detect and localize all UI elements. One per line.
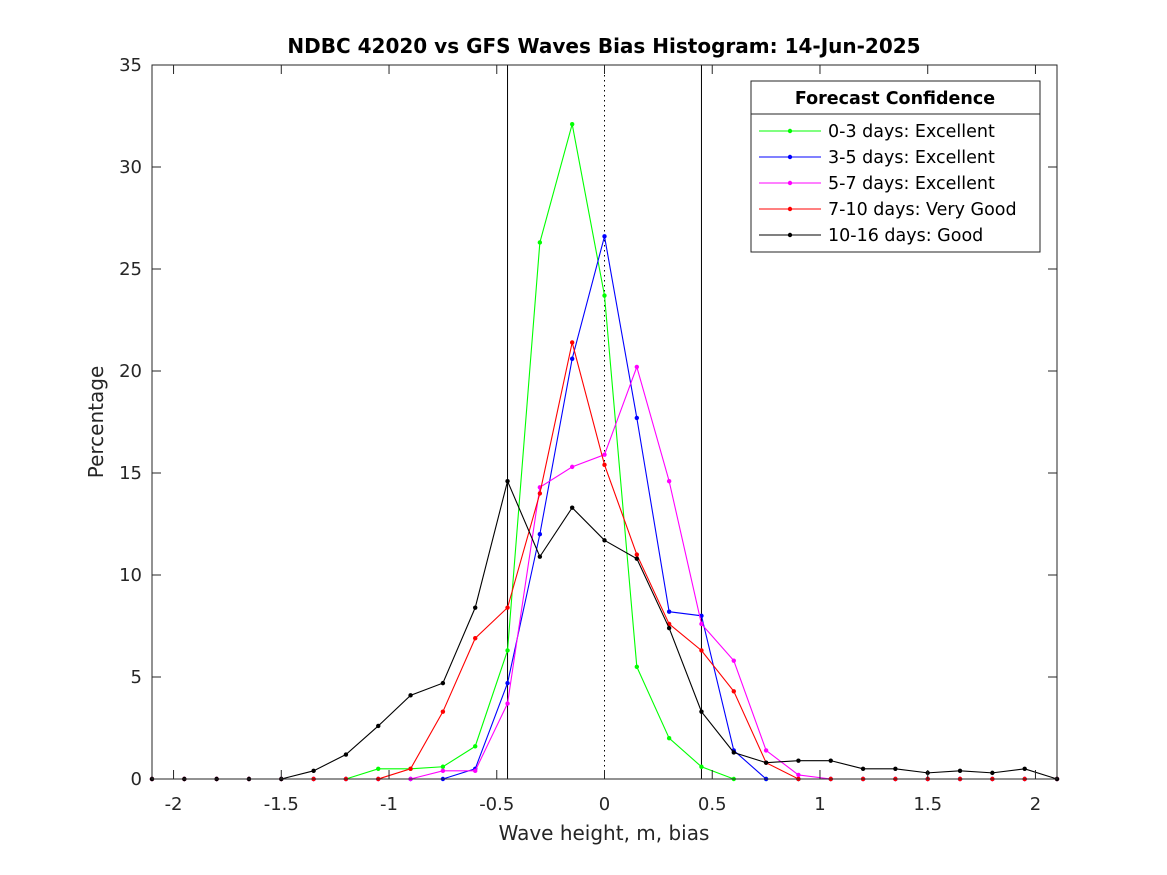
y-tick-label: 0 xyxy=(131,769,142,790)
data-point xyxy=(893,766,898,771)
legend-swatch-marker xyxy=(787,154,793,160)
data-point xyxy=(699,621,704,627)
y-axis: 0 5 10 15 20 25 30 35 xyxy=(119,55,1057,790)
data-point xyxy=(569,356,575,361)
data-point xyxy=(666,478,672,484)
data-point xyxy=(602,234,607,239)
x-tick-label: -1 xyxy=(380,794,398,815)
x-tick-label: 2 xyxy=(1030,794,1041,815)
data-point xyxy=(343,752,349,757)
y-tick-label: 5 xyxy=(131,667,142,688)
y-axis-label: Percentage xyxy=(84,366,108,479)
data-point xyxy=(731,750,736,755)
data-point xyxy=(699,709,704,714)
data-point xyxy=(408,693,413,698)
x-axis: -2 -1.5 -1 -0.5 0 0.5 1 1.5 2 xyxy=(165,65,1041,815)
legend-entry-label: 3-5 days: Excellent xyxy=(828,148,995,168)
data-point xyxy=(666,625,672,631)
x-tick-label: 0.5 xyxy=(698,794,727,815)
legend-box xyxy=(750,80,1041,253)
data-point xyxy=(505,648,510,653)
data-point xyxy=(763,748,769,753)
data-point xyxy=(796,772,801,778)
data-point xyxy=(602,462,607,468)
data-point xyxy=(505,680,510,686)
data-point xyxy=(602,293,607,298)
data-point xyxy=(440,768,446,774)
y-tick-label: 35 xyxy=(119,55,142,76)
data-point xyxy=(537,240,543,245)
y-tick-label: 20 xyxy=(119,361,142,382)
data-point xyxy=(763,760,769,765)
data-point xyxy=(860,766,866,771)
x-tick-label: 0 xyxy=(599,794,610,815)
data-point xyxy=(505,701,510,706)
data-point xyxy=(731,658,736,663)
chart-title: NDBC 42020 vs GFS Waves Bias Histogram: … xyxy=(287,34,920,58)
data-point xyxy=(440,680,446,686)
legend-entry-label: 10-16 days: Good xyxy=(828,226,983,246)
data-point xyxy=(699,648,704,653)
data-point xyxy=(537,554,543,559)
x-tick-label: 1 xyxy=(814,794,825,815)
data-point xyxy=(796,758,801,763)
data-point xyxy=(634,664,640,669)
data-point xyxy=(569,505,575,510)
data-point xyxy=(408,766,413,771)
x-tick-label: -1.5 xyxy=(264,794,299,815)
reference-lines xyxy=(507,65,702,779)
x-tick-label: 1.5 xyxy=(913,794,942,815)
legend-title: Forecast Confidence xyxy=(795,89,995,109)
data-point xyxy=(473,744,478,749)
data-point xyxy=(569,464,575,470)
legend-swatch-marker xyxy=(787,232,793,238)
data-point xyxy=(666,609,672,614)
legend-swatch-marker xyxy=(787,128,793,134)
x-axis-label: Wave height, m, bias xyxy=(499,821,710,845)
data-point xyxy=(634,552,640,557)
data-point xyxy=(473,605,478,610)
data-point xyxy=(990,770,995,776)
legend-entry-label: 0-3 days: Excellent xyxy=(828,122,995,142)
y-tick-label: 25 xyxy=(119,259,142,280)
data-point xyxy=(957,768,963,774)
data-point xyxy=(473,636,478,641)
legend-swatch-marker xyxy=(787,180,793,186)
data-point xyxy=(505,478,510,484)
y-tick-label: 30 xyxy=(119,157,142,178)
data-point xyxy=(440,709,446,714)
legend-entry-label: 7-10 days: Very Good xyxy=(828,200,1017,220)
legend-entry-label: 5-7 days: Excellent xyxy=(828,174,995,194)
data-point xyxy=(473,768,478,774)
data-point xyxy=(505,605,510,610)
x-tick-label: -2 xyxy=(165,794,183,815)
data-point xyxy=(376,723,381,729)
data-point xyxy=(311,768,316,774)
y-tick-label: 10 xyxy=(119,565,142,586)
data-point xyxy=(602,452,607,457)
legend-swatch-marker xyxy=(787,206,793,212)
data-point xyxy=(376,766,381,771)
data-point xyxy=(569,121,575,127)
data-point xyxy=(537,491,543,496)
data-point xyxy=(440,764,446,769)
data-point xyxy=(699,764,704,769)
data-point xyxy=(634,415,640,421)
x-tick-label: -0.5 xyxy=(479,794,514,815)
y-tick-label: 15 xyxy=(119,463,142,484)
data-point xyxy=(569,340,575,345)
data-point xyxy=(828,758,833,763)
legend: Forecast Confidence 0-3 days: Excellent 3… xyxy=(750,80,1041,253)
data-point xyxy=(731,689,736,694)
data-point xyxy=(537,532,543,537)
data-point xyxy=(1022,766,1027,771)
data-point xyxy=(602,538,607,543)
legend-items: 0-3 days: Excellent 3-5 days: Excellent 5-… xyxy=(759,122,1017,246)
data-point xyxy=(634,364,640,370)
data-point xyxy=(666,736,672,741)
data-point xyxy=(634,556,640,561)
